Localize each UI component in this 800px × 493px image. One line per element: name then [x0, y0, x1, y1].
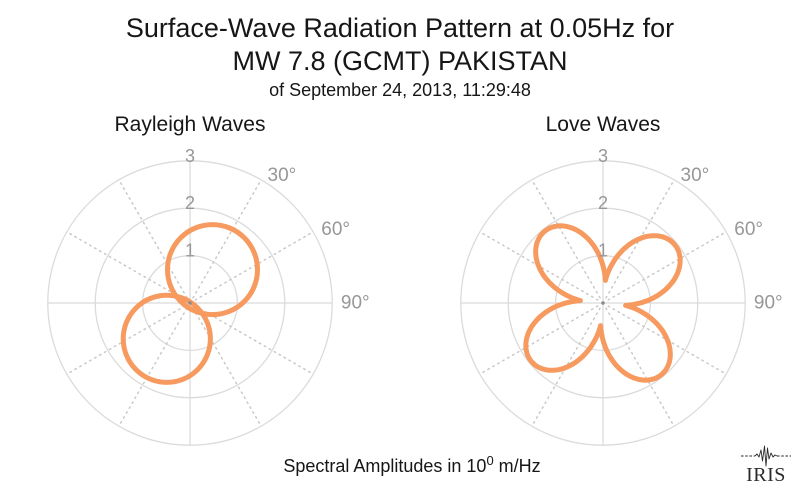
polar-grid-ray	[118, 179, 188, 299]
polar-grid-ray	[66, 231, 186, 301]
caption-prefix: Spectral Amplitudes in 10	[283, 456, 487, 476]
theta-tick-label: 90°	[341, 293, 370, 314]
polar-center-dot	[188, 301, 192, 305]
iris-logo: IRIS	[741, 445, 791, 486]
theta-tick-label: 60°	[734, 219, 763, 240]
figure-title-line2: MW 7.8 (GCMT) PAKISTAN	[232, 46, 568, 76]
theta-tick-label: 60°	[321, 219, 350, 240]
polar-grid-ray	[607, 231, 727, 301]
rayleigh-plot-title: Rayleigh Waves	[114, 113, 266, 136]
polar-grid-ray	[192, 179, 262, 299]
rayleigh-lobe-curve	[120, 292, 213, 385]
rayleigh-polar-plot: 1 2 3 30° 60° 90°	[47, 146, 370, 446]
rayleigh-lobe-curve	[165, 222, 260, 318]
radial-tick-label: 3	[185, 146, 195, 166]
caption-exponent: 0	[486, 453, 494, 468]
polar-grid-ray	[479, 305, 599, 375]
polar-grid-ray	[194, 231, 314, 301]
love-petal-curve	[523, 223, 683, 383]
polar-grid-ray	[66, 305, 186, 375]
figure-subtitle: of September 24, 2013, 11:29:48	[269, 80, 531, 100]
iris-wordmark: IRIS	[746, 464, 786, 486]
polar-grid-ray	[194, 305, 314, 375]
love-plot-title: Love Waves	[545, 113, 661, 136]
polar-grid-ray	[531, 179, 601, 299]
radial-tick-label: 2	[185, 193, 195, 213]
theta-tick-label: 30°	[681, 165, 710, 186]
polar-grid-ray	[605, 307, 675, 427]
polar-center-dot	[601, 301, 605, 305]
theta-tick-label: 90°	[754, 293, 783, 314]
radial-tick-label: 3	[598, 146, 608, 166]
polar-grid-ray	[192, 307, 262, 427]
radial-tick-label: 1	[185, 241, 195, 261]
polar-grid-ray	[118, 307, 188, 427]
radial-tick-label: 2	[598, 193, 608, 213]
seismogram-icon	[741, 445, 791, 467]
figure-title-line1: Surface-Wave Radiation Pattern at 0.05Hz…	[125, 13, 675, 43]
caption-suffix: m/Hz	[493, 456, 541, 476]
love-polar-plot: 1 2 3 30° 60° 90°	[460, 146, 783, 446]
theta-tick-label: 30°	[268, 165, 297, 186]
radial-tick-label: 1	[598, 241, 608, 261]
amplitude-caption: Spectral Amplitudes in 100 m/Hz	[12, 449, 800, 478]
